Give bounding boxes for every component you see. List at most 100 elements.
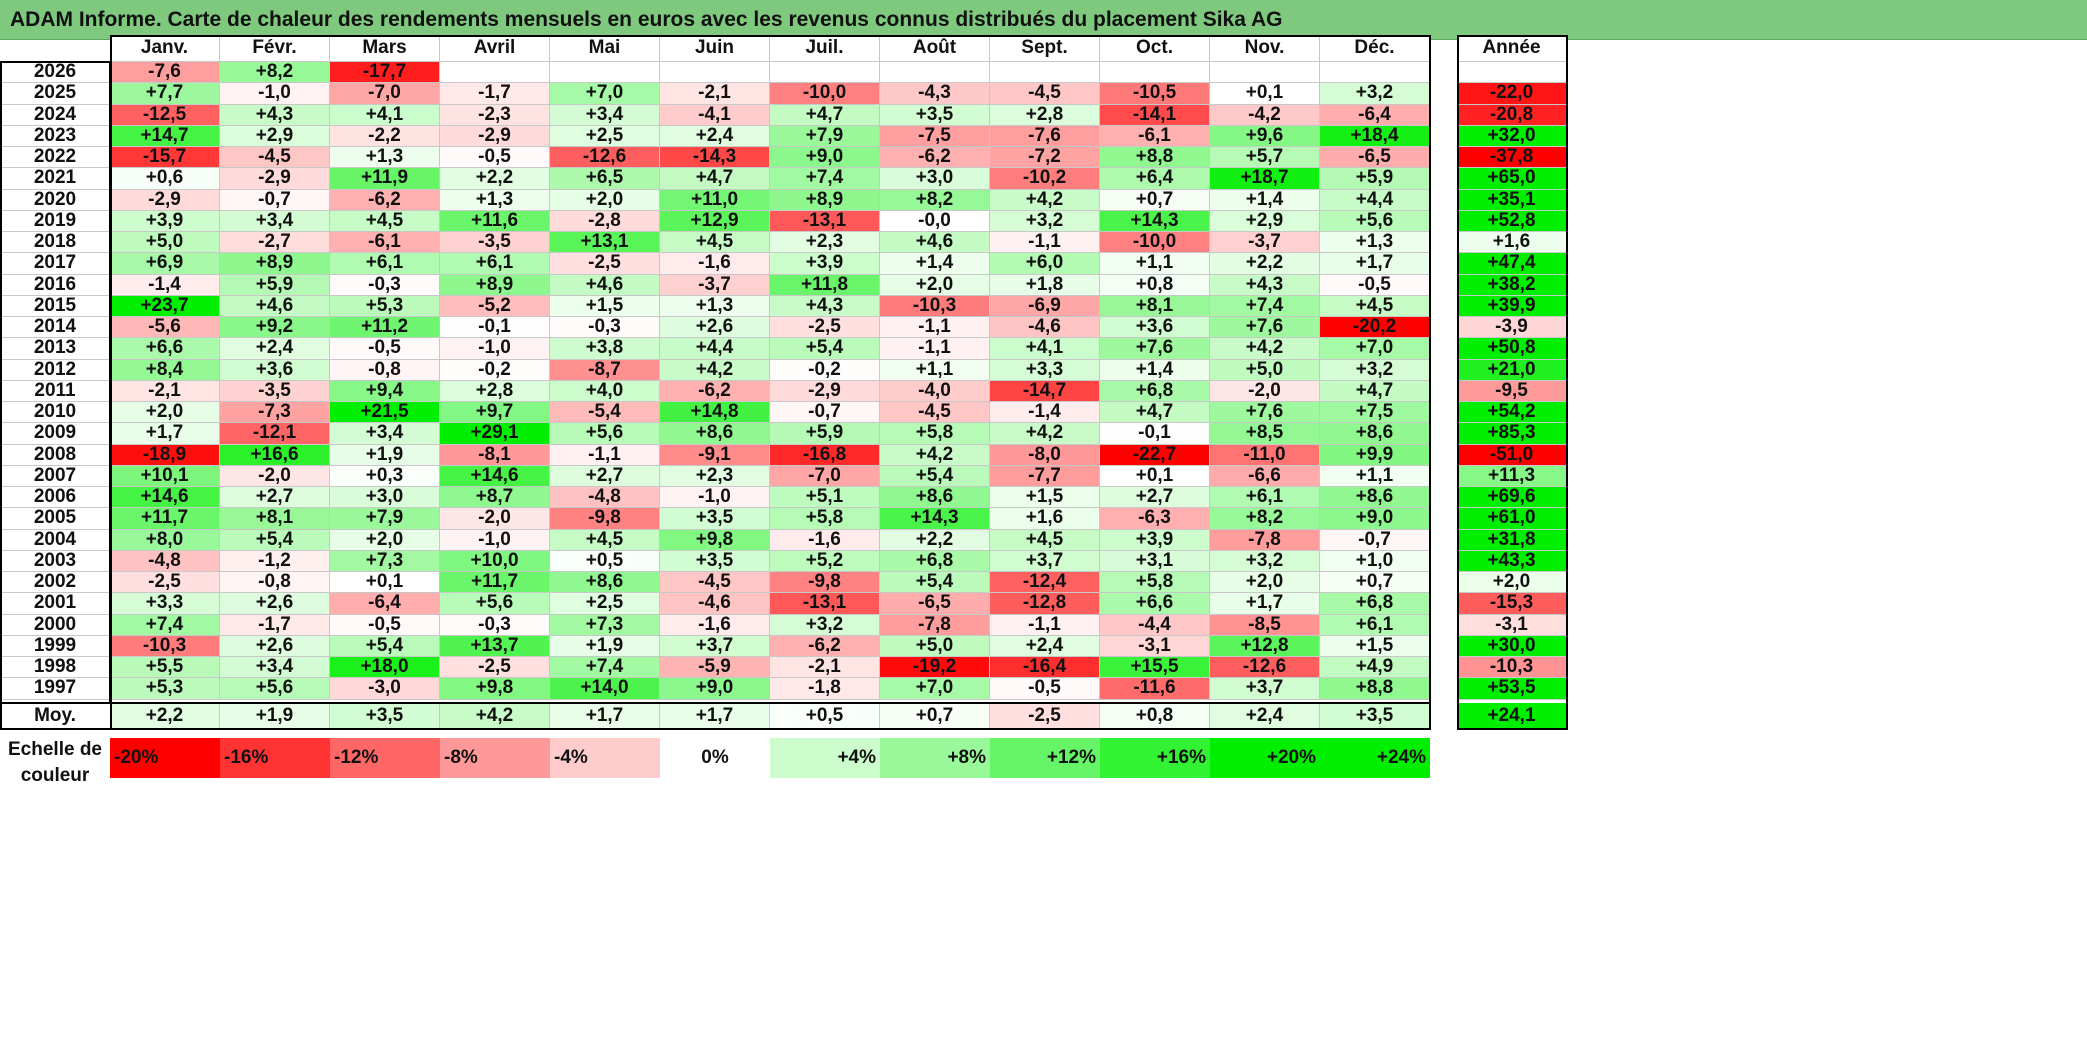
- heatmap-cell: +1,7: [110, 422, 220, 445]
- heatmap-cell: +13,1: [550, 231, 660, 254]
- heatmap-cell: +1,9: [330, 444, 440, 466]
- average-cell: -2,5: [990, 703, 1100, 729]
- heatmap-cell: +13,7: [440, 635, 550, 657]
- heatmap-cell: +7,9: [770, 125, 880, 147]
- color-scale-step: +4%: [770, 738, 880, 778]
- heatmap-cell: -1,6: [770, 529, 880, 551]
- heatmap-cell: -4,1: [660, 104, 770, 126]
- average-cell: +1,9: [220, 703, 330, 729]
- heatmap-cell: -4,5: [880, 401, 990, 424]
- year-label: 2026: [0, 61, 110, 84]
- heatmap-cell: +3,0: [330, 486, 440, 509]
- annual-cell: +54,2: [1457, 401, 1567, 424]
- heatmap-cell: +1,3: [660, 295, 770, 317]
- heatmap-cell: +1,4: [1100, 359, 1210, 381]
- heatmap-cell: +8,6: [660, 422, 770, 445]
- heatmap-cell: -7,8: [880, 614, 990, 636]
- color-scale-step: +12%: [990, 738, 1100, 778]
- heatmap-cell: -5,9: [660, 656, 770, 679]
- heatmap-cell: -1,0: [440, 337, 550, 360]
- heatmap-cell: +3,5: [660, 550, 770, 572]
- heatmap-cell: +3,2: [990, 210, 1100, 232]
- heatmap-cell: -4,5: [660, 571, 770, 594]
- heatmap-cell: -2,8: [550, 210, 660, 232]
- heatmap-cell: +11,7: [110, 507, 220, 530]
- heatmap-cell: -3,0: [330, 677, 440, 700]
- heatmap-cell: -4,3: [880, 82, 990, 105]
- heatmap-cell: +2,4: [660, 125, 770, 147]
- annual-cell: +47,4: [1457, 252, 1567, 275]
- heatmap-cell: -17,7: [330, 61, 440, 84]
- heatmap-cell: +3,9: [770, 252, 880, 275]
- annual-cell: -15,3: [1457, 592, 1567, 615]
- heatmap-cell: -12,6: [1210, 656, 1320, 679]
- heatmap-cell: +0,7: [1100, 189, 1210, 211]
- heatmap-cell: +2,3: [660, 465, 770, 487]
- title-bar: ADAM Informe. Carte de chaleur des rende…: [0, 0, 2087, 40]
- heatmap-cell: +5,2: [770, 550, 880, 572]
- year-label: 2015: [0, 295, 110, 317]
- heatmap-cell: +5,9: [1320, 167, 1430, 190]
- annual-cell: +32,0: [1457, 125, 1567, 147]
- heatmap-cell: +14,8: [660, 401, 770, 424]
- heatmap-cell: -6,2: [330, 189, 440, 211]
- average-cell: +2,2: [110, 703, 220, 729]
- annual-cell: +69,6: [1457, 486, 1567, 509]
- heatmap-cell: +6,1: [1210, 486, 1320, 509]
- heatmap-cell: -7,6: [990, 125, 1100, 147]
- heatmap-cell: +7,4: [110, 614, 220, 636]
- heatmap-cell: +18,0: [330, 656, 440, 679]
- month-header: Août: [880, 35, 990, 62]
- year-label: 2025: [0, 82, 110, 105]
- heatmap-cell: -7,0: [330, 82, 440, 105]
- heatmap-cell: +10,1: [110, 465, 220, 487]
- heatmap-cell: -7,5: [880, 125, 990, 147]
- heatmap-cell: -6,1: [1100, 125, 1210, 147]
- color-scale-step: -4%: [550, 738, 660, 778]
- average-cell: +0,5: [770, 703, 880, 729]
- average-cell: +3,5: [1320, 703, 1430, 729]
- annual-cell: -10,3: [1457, 656, 1567, 679]
- year-label: 2000: [0, 614, 110, 636]
- heatmap-cell: -2,5: [440, 656, 550, 679]
- heatmap-cell: -0,3: [330, 274, 440, 296]
- heatmap-cell: +2,6: [220, 592, 330, 615]
- heatmap-cell: +8,2: [880, 189, 990, 211]
- heatmap-cell: +7,6: [1210, 316, 1320, 339]
- heatmap-cell: -6,1: [330, 231, 440, 254]
- color-scale-step: -20%: [110, 738, 220, 778]
- heatmap-cell: -0,7: [1320, 529, 1430, 551]
- heatmap-cell: +1,3: [1320, 231, 1430, 254]
- heatmap-cell: +0,1: [1210, 82, 1320, 105]
- heatmap-cell: +3,9: [1100, 529, 1210, 551]
- annual-cell: +50,8: [1457, 337, 1567, 360]
- heatmap-cell: -3,1: [1100, 635, 1210, 657]
- year-label: 2008: [0, 444, 110, 466]
- heatmap-cell: -6,3: [1100, 507, 1210, 530]
- heatmap-cell: +11,9: [330, 167, 440, 190]
- heatmap-cell: -2,1: [770, 656, 880, 679]
- heatmap-cell: [1100, 62, 1210, 84]
- annual-cell: -3,1: [1457, 614, 1567, 636]
- heatmap-cell: +4,4: [1320, 189, 1430, 211]
- color-scale-label: Echelle de couleur: [8, 739, 102, 786]
- heatmap-cell: +6,9: [110, 252, 220, 275]
- heatmap-cell: -0,8: [330, 359, 440, 381]
- heatmap-cell: +0,1: [1100, 465, 1210, 487]
- heatmap-cell: -1,6: [660, 614, 770, 636]
- heatmap-cell: +7,6: [1210, 401, 1320, 424]
- heatmap-cell: -2,5: [770, 316, 880, 339]
- heatmap-cell: +4,7: [1320, 380, 1430, 402]
- heatmap-cell: -0,1: [440, 316, 550, 339]
- heatmap-cell: +4,7: [1100, 401, 1210, 424]
- heatmap-cell: -14,1: [1100, 104, 1210, 126]
- heatmap-cell: +2,9: [220, 125, 330, 147]
- heatmap-cell: +5,6: [550, 422, 660, 445]
- heatmap-cell: +1,3: [440, 189, 550, 211]
- heatmap-cell: +0,6: [110, 167, 220, 190]
- heatmap-cell: +5,4: [770, 337, 880, 360]
- heatmap-cell: +11,0: [660, 189, 770, 211]
- month-header: Juin: [660, 35, 770, 62]
- heatmap-cell: +1,1: [880, 359, 990, 381]
- heatmap-cell: -2,5: [550, 252, 660, 275]
